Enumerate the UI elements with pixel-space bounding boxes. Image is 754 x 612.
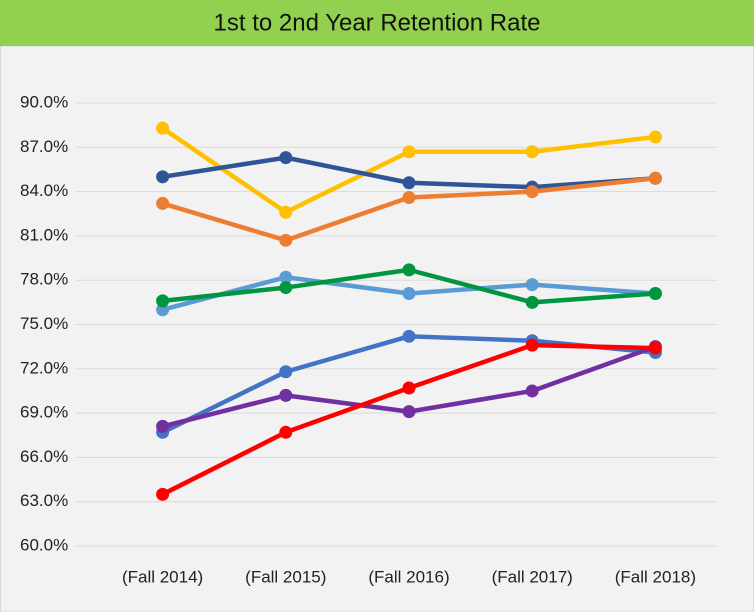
series-marker (648, 341, 662, 355)
x-tick-label: (Fall 2016) (368, 567, 449, 586)
series-marker (402, 405, 416, 419)
series-marker (402, 191, 416, 205)
series-marker (156, 196, 170, 210)
series-marker (156, 419, 170, 433)
series-marker (525, 145, 539, 159)
series-marker (648, 171, 662, 185)
y-tick-label: 75.0% (20, 314, 68, 333)
series-marker (402, 263, 416, 277)
y-tick-label: 87.0% (20, 137, 68, 156)
series-marker (648, 286, 662, 300)
chart-title: 1st to 2nd Year Retention Rate (214, 9, 541, 36)
series-marker (402, 381, 416, 395)
y-tick-label: 81.0% (20, 225, 68, 244)
y-tick-label: 84.0% (20, 181, 68, 200)
series-marker (402, 286, 416, 300)
grid: 60.0% 63.0% 66.0% 69.0% 72.0% 75.0% 78.0% 81.0%… (20, 92, 717, 586)
series-marker (279, 233, 293, 247)
series-marker (279, 365, 293, 379)
y-tick-label: 90.0% (20, 92, 68, 111)
series-marker (525, 384, 539, 398)
chart-background (0, 45, 754, 612)
series-marker (156, 121, 170, 135)
series-marker (402, 329, 416, 343)
x-tick-label: (Fall 2018) (615, 567, 696, 586)
x-tick-label: (Fall 2017) (492, 567, 573, 586)
series-marker (156, 294, 170, 308)
series-marker (279, 388, 293, 402)
series-marker (402, 176, 416, 190)
y-tick-label: 72.0% (20, 358, 68, 377)
series-marker (525, 338, 539, 352)
series-marker (525, 295, 539, 309)
series-marker (525, 185, 539, 199)
series-marker (279, 270, 293, 284)
series-marker (402, 145, 416, 159)
series-marker (279, 281, 293, 295)
series-marker (525, 278, 539, 292)
y-tick-label: 69.0% (20, 403, 68, 422)
y-tick-label: 66.0% (20, 447, 68, 466)
y-tick-label: 63.0% (20, 491, 68, 510)
series-marker (156, 487, 170, 501)
series-marker (279, 151, 293, 165)
series-marker (156, 170, 170, 184)
series-marker (279, 205, 293, 219)
y-tick-label: 78.0% (20, 270, 68, 289)
y-tick-label: 60.0% (20, 535, 68, 554)
x-tick-label: (Fall 2015) (245, 567, 326, 586)
plot (156, 121, 662, 501)
x-tick-label: (Fall 2014) (122, 567, 203, 586)
series-marker (279, 425, 293, 439)
series-marker (648, 130, 662, 144)
title-bar (0, 0, 754, 46)
